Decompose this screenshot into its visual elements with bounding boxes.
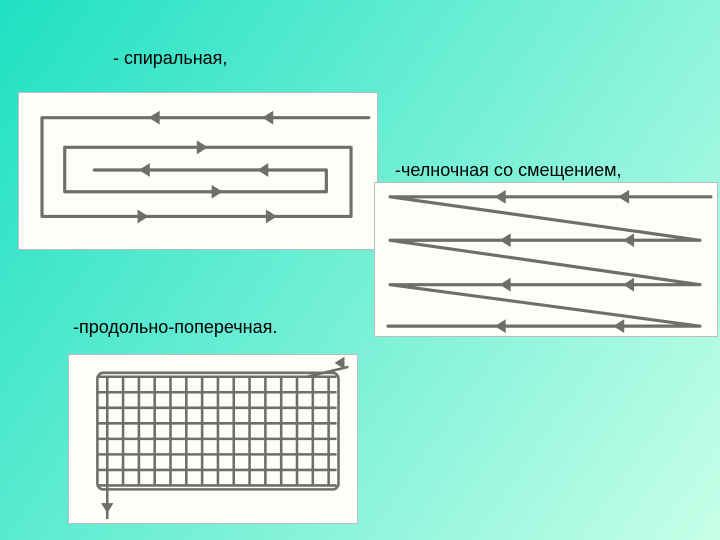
- diagram-spiral: [18, 92, 378, 250]
- label-spiral: - спиральная,: [113, 48, 227, 69]
- diagram-shuttle: [374, 182, 718, 337]
- diagram-longcross: [68, 354, 358, 524]
- label-longcross: -продольно-поперечная.: [73, 317, 277, 338]
- label-shuttle: -челночная со смещением,: [395, 160, 622, 181]
